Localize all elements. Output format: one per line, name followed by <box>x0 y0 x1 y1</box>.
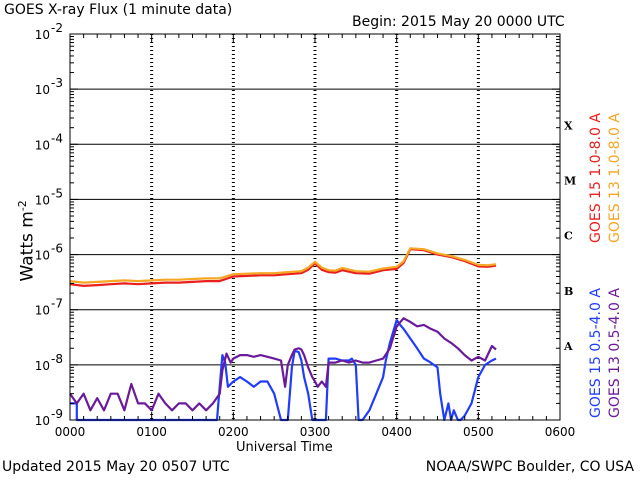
x-tick-label: 0500 <box>463 425 494 439</box>
y-tick-label: 10 <box>35 28 50 42</box>
flare-class-M: M <box>564 175 576 188</box>
legend-label-2: GOES 15 0.5-4.0 A <box>588 288 604 418</box>
y-tick-label: 10 <box>35 249 50 263</box>
x-tick-label: 0400 <box>381 425 412 439</box>
legend-layer: GOES 15 1.0-8.0 A GOES 13 1.0-8.0 A GOES 1… <box>588 113 623 418</box>
updated-time: Updated 2015 May 20 0507 UTC <box>2 459 230 475</box>
flare-class-C: C <box>564 230 573 243</box>
credit-text: NOAA/SWPC Boulder, CO USA <box>425 459 634 475</box>
x-axis-label: Universal Time <box>236 440 333 455</box>
begin-time: Begin: 2015 May 20 0000 UTC <box>352 14 565 30</box>
legend-label-3: GOES 13 0.5-4.0 A <box>607 288 623 418</box>
y-tick-label-exp: -7 <box>51 297 63 311</box>
series-line-3 <box>69 317 497 412</box>
y-tick-label-exp: -4 <box>51 131 63 145</box>
flare-class-B: B <box>564 285 573 298</box>
x-tick-label: 0300 <box>300 425 331 439</box>
y-tick-label-exp: -8 <box>51 352 63 366</box>
y-tick-label: 10 <box>35 359 50 373</box>
x-tick-label: 0200 <box>218 425 249 439</box>
flare-class-X: X <box>564 119 573 132</box>
flare-class-A: A <box>563 340 573 353</box>
y-tick-label: 10 <box>35 193 50 207</box>
grid-layer <box>70 33 560 421</box>
series-layer <box>69 247 497 422</box>
y-tick-label-exp: -3 <box>51 76 63 90</box>
y-tick-label-exp: -6 <box>51 242 63 256</box>
legend-label-0: GOES 15 1.0-8.0 A <box>588 113 604 243</box>
y-tick-label: 10 <box>35 304 50 318</box>
y-tick-label: 10 <box>35 83 50 97</box>
legend-label-1: GOES 13 1.0-8.0 A <box>607 113 623 243</box>
y-tick-label-exp: -5 <box>51 186 63 200</box>
chart-title: GOES X-ray Flux (1 minute data) <box>4 2 233 18</box>
x-tick-label: 0000 <box>55 425 86 439</box>
y-tick-label-exp: -9 <box>51 407 63 421</box>
series-line-1 <box>69 247 497 284</box>
y-tick-label-exp: -2 <box>51 21 63 35</box>
y-tick-label: 10 <box>35 414 50 428</box>
x-tick-label: 0600 <box>545 425 576 439</box>
x-tick-label: 0100 <box>136 425 167 439</box>
y-tick-label: 10 <box>35 138 50 152</box>
